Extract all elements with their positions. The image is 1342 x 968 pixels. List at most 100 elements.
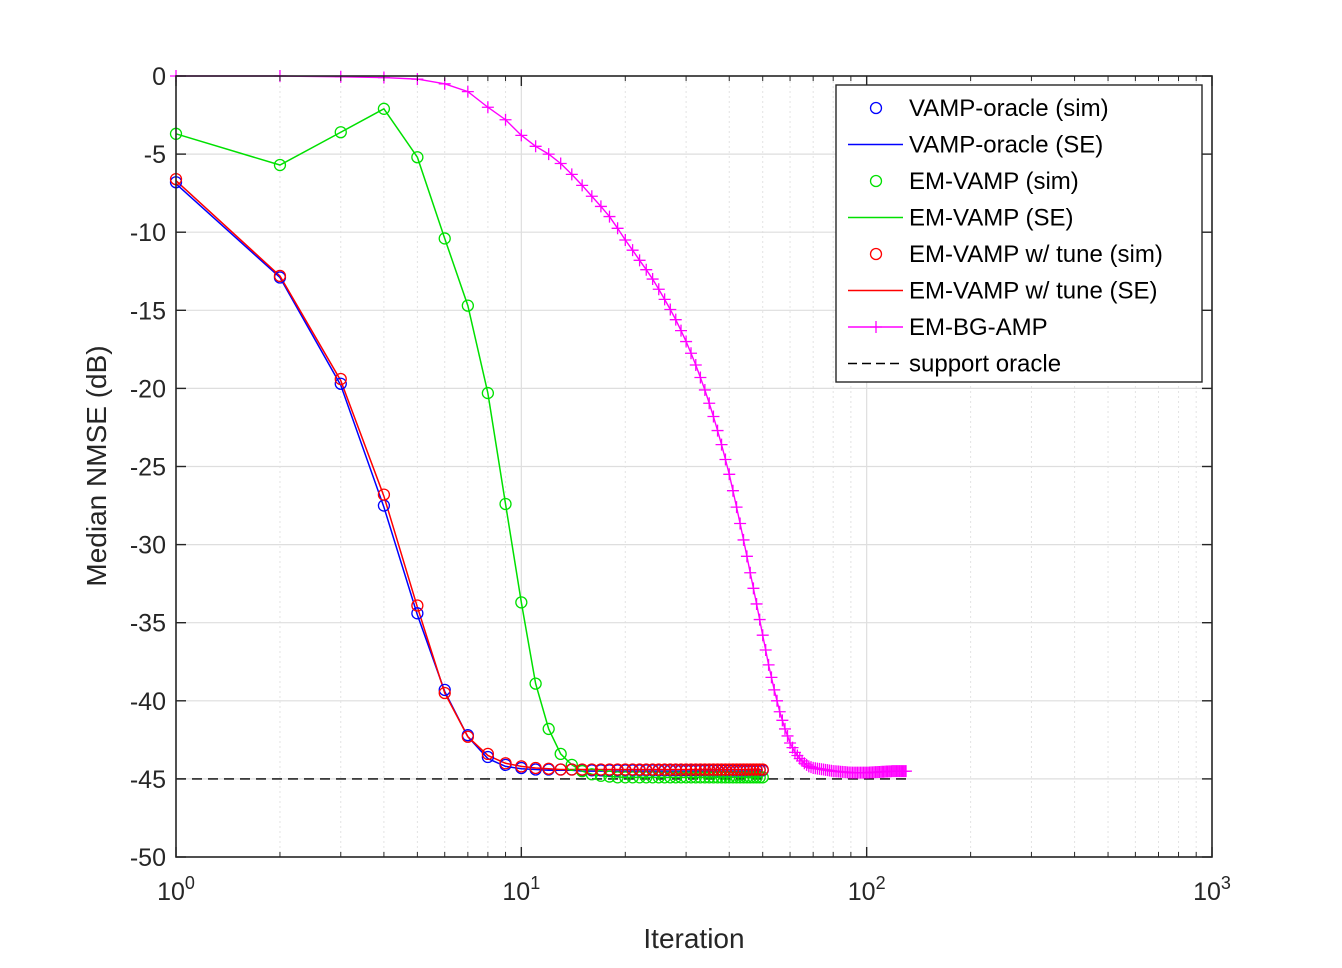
data-point [684, 763, 698, 776]
legend-label: EM-VAMP (SE) [909, 205, 1073, 232]
data-point [747, 763, 760, 776]
data-point [461, 299, 474, 312]
data-point [788, 746, 801, 759]
data-point [576, 179, 589, 192]
data-point [611, 222, 624, 235]
legend: VAMP-oracle (sim) VAMP-oracle (SE) EM-VAMP… [835, 84, 1203, 383]
x-tick-labels: 100 101 102 103 [157, 873, 1231, 906]
data-point [747, 771, 760, 784]
data-point [740, 550, 753, 563]
legend-marker [869, 247, 883, 261]
data-point [771, 694, 784, 707]
data-point [594, 769, 608, 782]
data-point [750, 763, 763, 776]
series-line [175, 183, 763, 772]
data-point [554, 747, 567, 761]
legend-item-em-vamp-w-tune-sim: EM-VAMP w/ tune (sim) [869, 241, 1163, 268]
data-point [762, 658, 775, 671]
data-point [679, 763, 693, 776]
x-tick-base: 10 [1193, 878, 1221, 906]
data-point [737, 533, 750, 546]
data-point [461, 85, 474, 98]
data-point [411, 599, 424, 612]
data-point [737, 771, 750, 784]
y-tick-label: -40 [130, 688, 166, 716]
data-point [619, 771, 632, 784]
data-point [750, 771, 763, 784]
data-point [703, 397, 716, 410]
data-point [733, 763, 747, 776]
data-point [529, 677, 542, 690]
data-point [680, 335, 693, 348]
legend-box [835, 84, 1203, 383]
data-point [411, 607, 424, 620]
data-point [747, 582, 760, 595]
data-point [664, 303, 677, 316]
data-point [675, 324, 688, 337]
legend-marker [869, 174, 883, 188]
data-point [619, 234, 632, 247]
data-point [377, 102, 391, 115]
data-point [438, 232, 451, 245]
data-point [515, 760, 528, 773]
data-point [737, 763, 750, 776]
y-tick-label: -25 [130, 454, 166, 482]
data-point [542, 148, 555, 161]
y-tick-label: -45 [130, 766, 166, 794]
data-point [499, 757, 512, 770]
data-point [626, 771, 639, 784]
data-point [619, 763, 632, 776]
data-point [674, 763, 688, 776]
data-point [711, 763, 724, 776]
x-axis-label: Iteration [643, 923, 744, 954]
data-point [646, 273, 659, 286]
legend-label: EM-BG-AMP [909, 314, 1048, 341]
data-point [626, 763, 639, 776]
data-point [633, 254, 646, 267]
x-tick-base: 10 [157, 878, 185, 906]
data-point [585, 763, 598, 776]
data-point [784, 736, 797, 749]
data-point [753, 771, 766, 784]
data-point [611, 763, 624, 776]
data-point [715, 438, 728, 451]
data-point [753, 613, 766, 626]
data-point [703, 763, 716, 776]
data-point [768, 683, 781, 696]
data-point [633, 763, 646, 776]
data-point [646, 763, 659, 776]
data-point [438, 686, 451, 700]
x-tick-exponent: 3 [1221, 873, 1231, 893]
data-point [481, 750, 495, 764]
data-point [778, 722, 791, 735]
y-tick-label: -15 [130, 297, 166, 325]
legend-item-em-vamp-w-tune-se: EM-VAMP w/ tune (SE) [848, 278, 1158, 305]
y-tick-labels: 0 -5 -10 -15 -20 -25 -30 -35 -40 -45 -50 [130, 63, 166, 872]
data-point [646, 771, 659, 784]
data-point [669, 313, 682, 326]
data-point [565, 168, 578, 181]
data-point [594, 763, 608, 776]
data-point [658, 293, 671, 306]
data-point [711, 424, 724, 437]
data-point [481, 747, 495, 761]
data-point [640, 771, 653, 784]
data-point [750, 597, 763, 610]
data-point [689, 358, 702, 371]
data-point [773, 705, 786, 718]
y-axis-label: Median NMSE (dB) [81, 345, 112, 586]
data-point [740, 763, 754, 776]
data-point [791, 749, 804, 762]
data-point [730, 771, 743, 784]
data-point [575, 763, 589, 776]
data-point [633, 771, 646, 784]
data-point [499, 497, 512, 511]
data-point [438, 683, 451, 697]
series-em-vamp-w-tune-se [175, 180, 763, 771]
data-point [542, 762, 555, 775]
data-point [542, 722, 555, 736]
data-point [565, 763, 578, 776]
legend-label: support oracle [909, 351, 1061, 378]
data-point [698, 383, 711, 396]
